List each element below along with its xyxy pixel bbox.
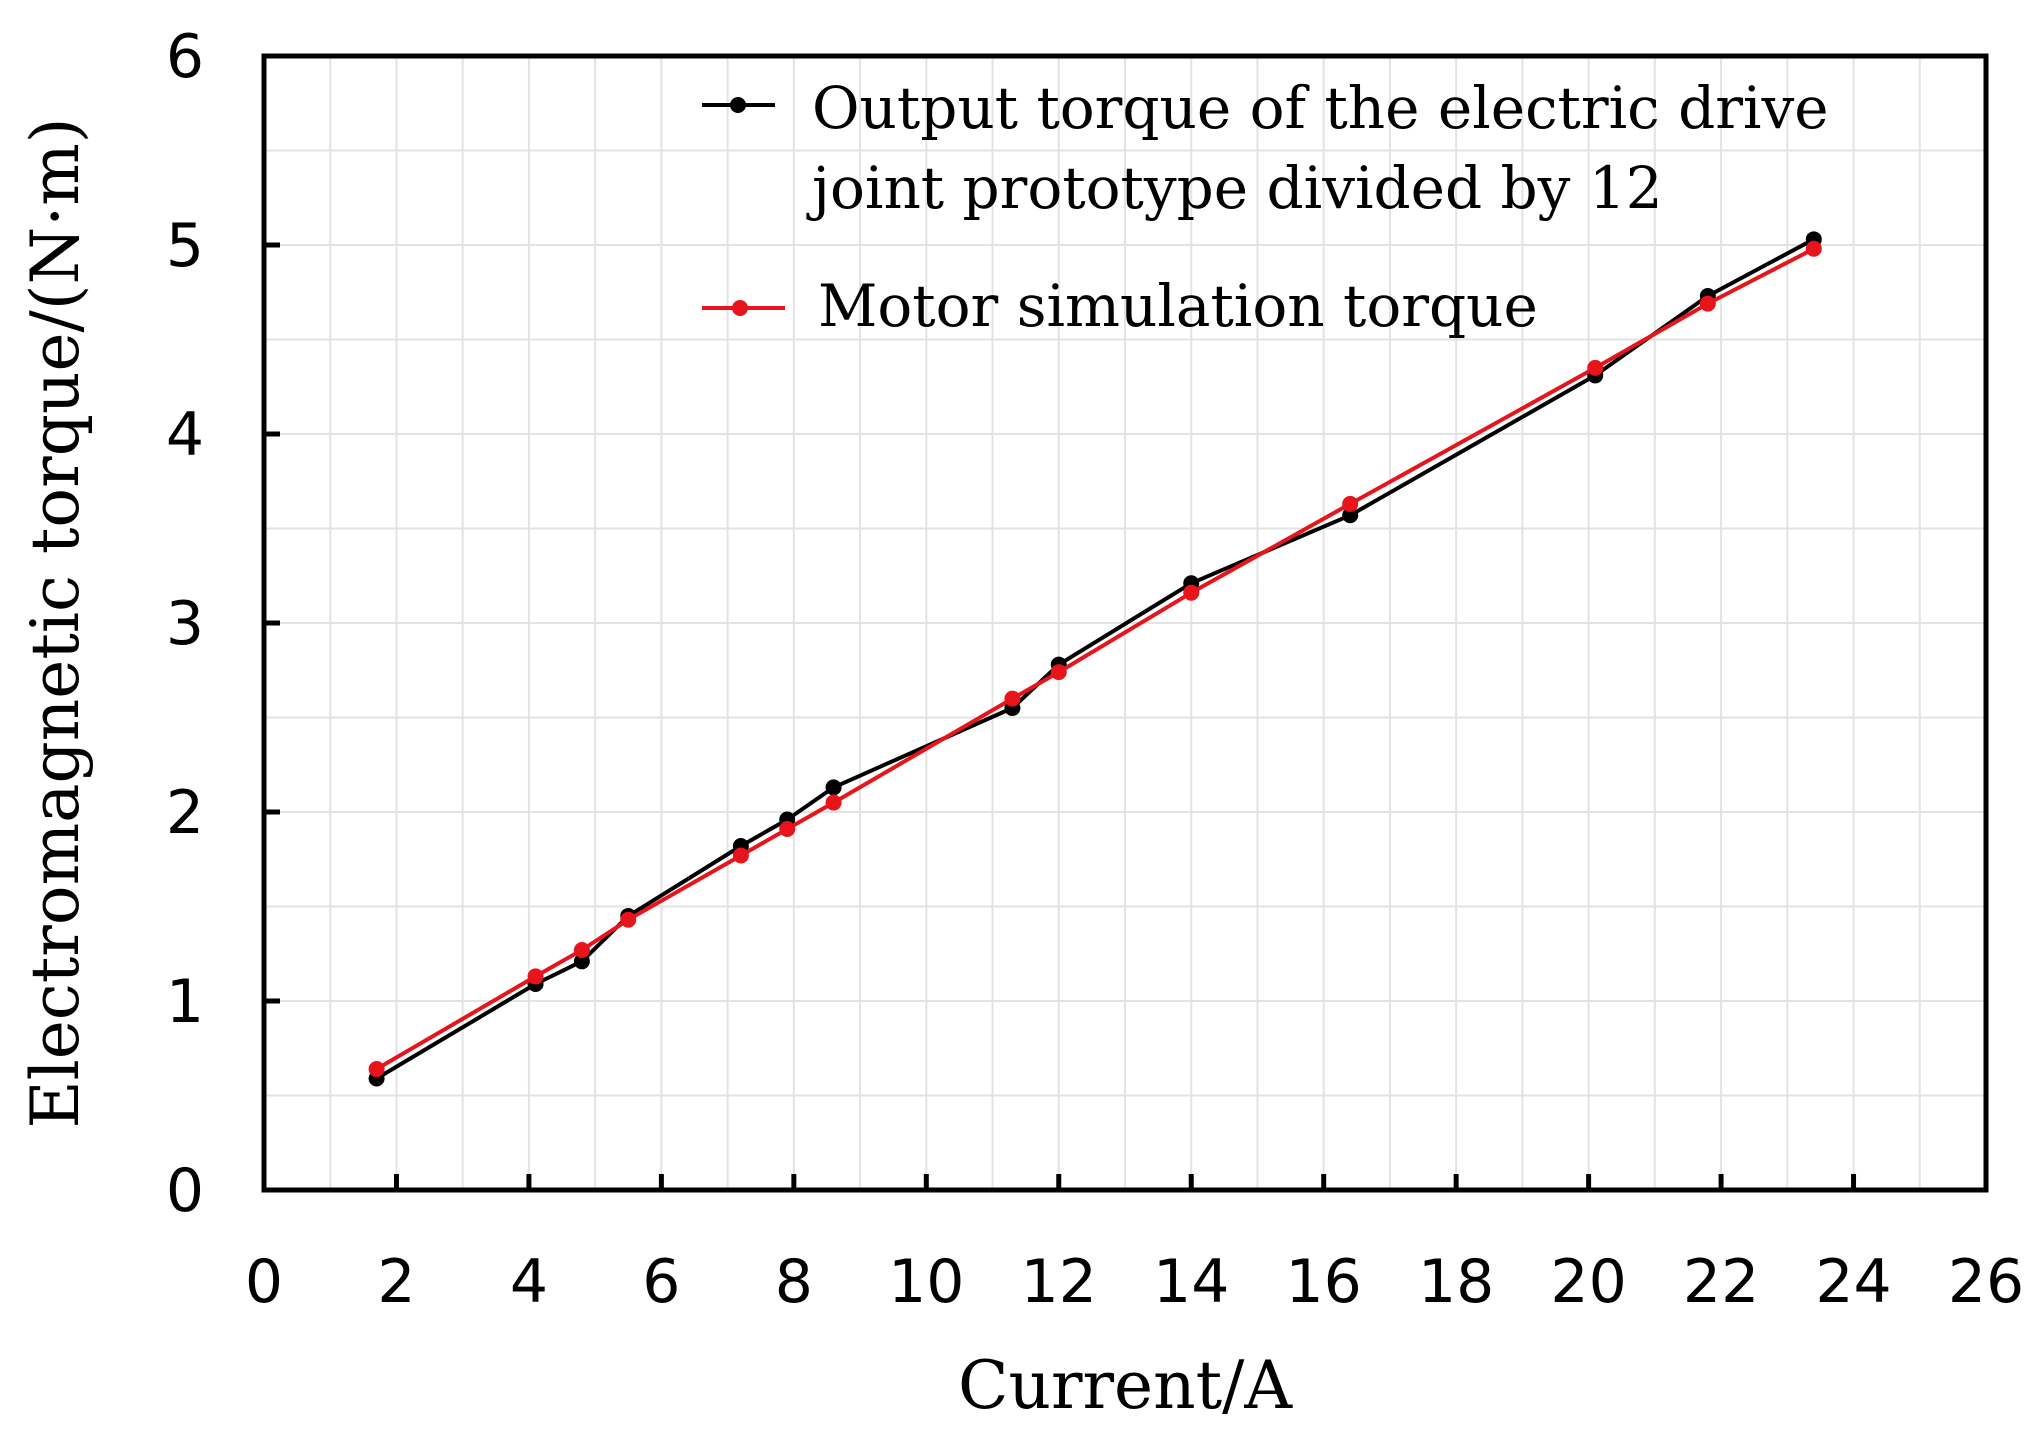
legend: Output torque of the electric drive join… <box>702 74 1829 340</box>
x-tick-label: 20 <box>1550 1247 1626 1317</box>
y-tick-label: 5 <box>166 211 204 281</box>
x-tick-label: 18 <box>1418 1247 1494 1317</box>
x-tick-label: 8 <box>775 1247 813 1317</box>
x-tick-label: 14 <box>1153 1247 1229 1317</box>
data-point-simulation-torque <box>620 911 637 928</box>
x-tick-label: 10 <box>888 1247 964 1317</box>
y-tick-label: 1 <box>166 967 204 1037</box>
x-tick-label: 2 <box>377 1247 415 1317</box>
legend-label-output-line-2: joint prototype divided by 12 <box>806 154 1663 222</box>
data-point-simulation-torque <box>1805 240 1822 257</box>
x-tick-label: 16 <box>1286 1247 1362 1317</box>
series-layer <box>368 231 1822 1087</box>
y-tick-label: 2 <box>166 778 204 848</box>
y-tick-label: 6 <box>166 22 204 92</box>
data-point-simulation-torque <box>527 968 544 985</box>
series-output-torque <box>368 231 1822 1087</box>
legend-marker-dot-simulation <box>732 300 748 316</box>
data-point-simulation-torque <box>1587 359 1604 376</box>
data-point-simulation-torque <box>1699 295 1716 312</box>
data-point-simulation-torque <box>779 821 796 838</box>
x-tick-label: 4 <box>510 1247 548 1317</box>
x-tick-label: 12 <box>1021 1247 1097 1317</box>
x-tick-label: 24 <box>1815 1247 1891 1317</box>
data-point-simulation-torque <box>1342 495 1359 512</box>
data-point-output-torque <box>1342 507 1359 524</box>
data-point-output-torque <box>825 779 842 796</box>
data-point-simulation-torque <box>1050 664 1067 681</box>
data-point-output-torque <box>573 953 590 970</box>
data-point-simulation-torque <box>825 794 842 811</box>
x-tick-label: 26 <box>1948 1247 2024 1317</box>
data-point-simulation-torque <box>1004 690 1021 707</box>
data-point-simulation-torque <box>368 1061 385 1078</box>
legend-label-output-line-1: Output torque of the electric drive <box>812 74 1829 142</box>
y-tick-label: 4 <box>166 400 204 470</box>
legend-marker-dot-output <box>730 97 746 113</box>
data-point-simulation-torque <box>1183 584 1200 601</box>
data-point-simulation-torque <box>732 847 749 864</box>
legend-label-simulation: Motor simulation torque <box>818 272 1538 340</box>
data-point-simulation-torque <box>573 941 590 958</box>
y-axis-label: Electromagnetic torque/(N·m) <box>17 117 94 1128</box>
y-tick-label: 3 <box>166 589 204 659</box>
series-line-output-torque <box>375 237 1815 1081</box>
series-simulation-torque <box>368 240 1822 1078</box>
x-tick-label: 0 <box>245 1247 283 1317</box>
x-tick-label: 22 <box>1683 1247 1759 1317</box>
x-axis-label: Current/A <box>958 1347 1293 1424</box>
series-line-simulation-torque <box>375 247 1815 1071</box>
x-tick-label: 6 <box>642 1247 680 1317</box>
y-tick-label: 0 <box>166 1156 204 1226</box>
